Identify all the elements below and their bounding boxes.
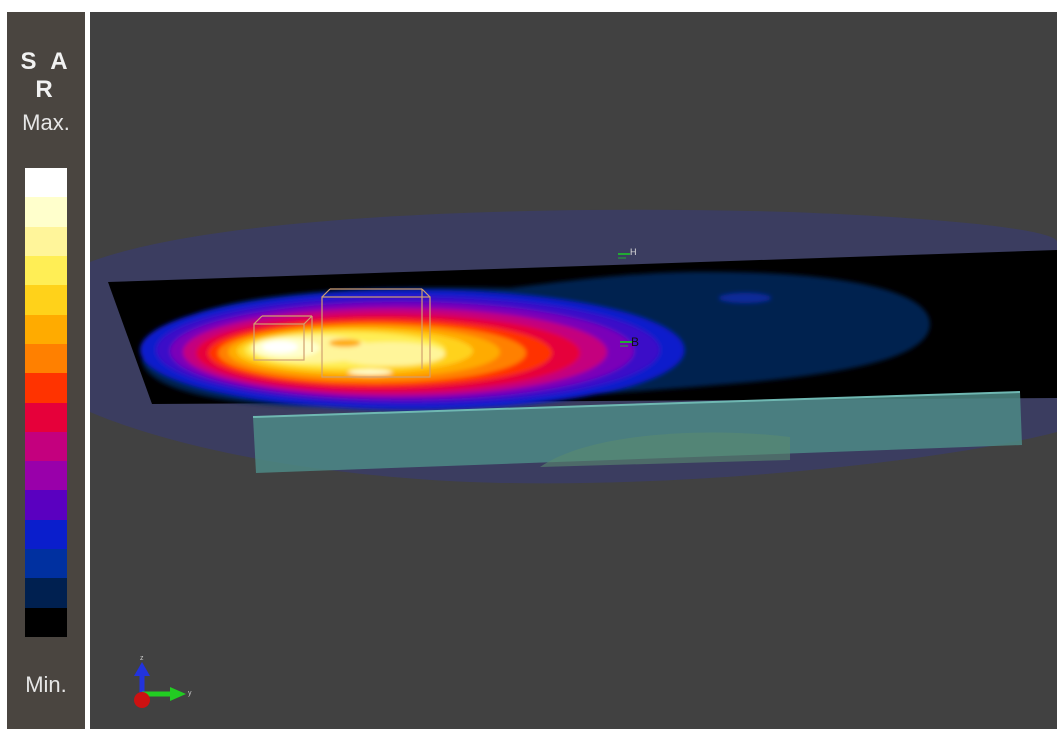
legend-max-label: Max. [22, 110, 70, 135]
scale-swatch-8 [25, 402, 67, 432]
scale-swatch-5 [25, 314, 67, 344]
sar-scene: H B y z [90, 209, 1057, 708]
sar-color-scale [25, 168, 67, 637]
probe-label-top: H [630, 247, 637, 257]
scale-swatch-7 [25, 373, 67, 403]
device-box-shading [540, 432, 790, 467]
scale-swatch-9 [25, 431, 67, 462]
scale-swatch-13 [25, 549, 67, 579]
scale-swatch-10 [25, 461, 67, 491]
scale-swatch-11 [25, 490, 67, 520]
scale-swatch-0 [25, 168, 67, 198]
scale-swatch-3 [25, 255, 67, 286]
antenna-wireframes [253, 288, 431, 378]
axis-y-label: y [188, 690, 192, 697]
scale-swatch-2 [25, 226, 67, 256]
probe-marker-top: H [618, 247, 637, 259]
scale-swatch-4 [25, 285, 67, 315]
probe-marker-right: B [620, 335, 639, 349]
axis-z-label: z [140, 655, 144, 662]
axis-triad: y z [134, 655, 192, 708]
legend-min-label: Min. [25, 672, 67, 697]
scale-swatch-1 [25, 197, 67, 227]
3d-viewport[interactable]: H B y z [90, 12, 1057, 729]
scale-swatch-12 [25, 519, 67, 550]
scale-swatch-6 [25, 343, 67, 374]
probe-label-right: B [631, 335, 639, 349]
sar-legend-panel: S A R Max. Min. [7, 12, 85, 729]
sar-distribution [140, 271, 930, 410]
legend-title: S A R [20, 48, 72, 103]
scale-swatch-15 [25, 607, 67, 637]
device-box [253, 392, 1022, 473]
scale-swatch-14 [25, 578, 67, 608]
